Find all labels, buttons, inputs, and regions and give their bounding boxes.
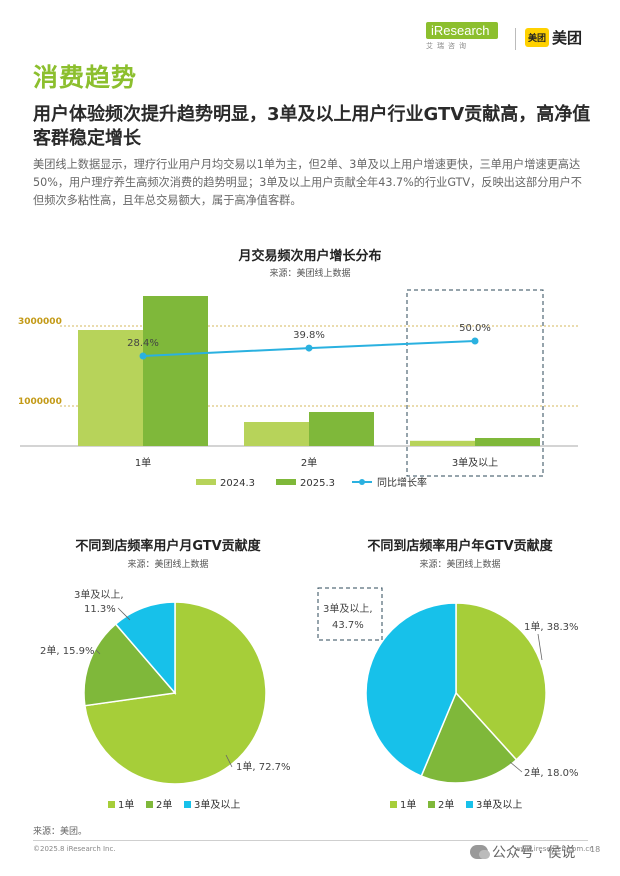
bar-2025.3-0 xyxy=(143,296,208,446)
pie-right-title: 不同到店频率用户年GTV贡献度 xyxy=(367,538,553,554)
wechat-icon xyxy=(470,845,490,859)
pie-label: 11.3% xyxy=(84,604,116,615)
legend-swatch-1 xyxy=(428,801,435,808)
pie-leader-line xyxy=(225,754,233,768)
logo-divider xyxy=(515,28,516,50)
pie-leader-line xyxy=(117,607,131,621)
page-number: 18 xyxy=(590,845,601,854)
growth-rate-label: 28.4% xyxy=(127,338,159,349)
pie-leader-line xyxy=(537,633,543,661)
pie-slice-2 xyxy=(365,602,457,778)
bar-chart-title: 月交易频次用户增长分布 xyxy=(237,248,381,264)
y-tick-label: 3000000 xyxy=(18,317,62,327)
pie-leader-line xyxy=(95,649,101,655)
pie-right-source: 来源：美团线上数据 xyxy=(419,558,500,570)
legend-label-2025: 2025.3 xyxy=(300,478,335,489)
highlight-box xyxy=(317,587,383,641)
bar-2025.3-2 xyxy=(475,438,540,446)
meituan-logo-badge: 美团 xyxy=(525,27,550,47)
pie-label: 2单, 15.9% xyxy=(40,645,95,657)
legend-label-growth: 同比增长率 xyxy=(377,476,427,489)
growth-rate-point xyxy=(471,337,479,345)
pie-slice-1 xyxy=(420,691,518,784)
legend-label-2: 3单及以上 xyxy=(476,799,522,811)
x-tick-label: 2单 xyxy=(301,457,317,469)
bar-2025.3-1 xyxy=(309,412,374,446)
section-title: 消费趋势 xyxy=(33,63,138,92)
legend-label-0: 1单 xyxy=(400,799,416,811)
meituan-logo: 美团 美团 xyxy=(525,25,600,49)
pie-label: 43.7% xyxy=(332,620,364,631)
pie-label: 3单及以上, xyxy=(323,603,373,615)
pie-label: 2单, 18.0% xyxy=(524,767,579,779)
page-headline: 用户体验频次提升趋势明显，3单及以上用户行业GTV贡献高，高净值客群稳定增长 xyxy=(33,104,591,149)
legend-label-2024: 2024.3 xyxy=(220,478,255,489)
pie-slice-1 xyxy=(83,622,177,707)
growth-rate-point xyxy=(139,352,147,360)
legend-label-1: 2单 xyxy=(156,799,172,811)
legend-label-1: 2单 xyxy=(438,799,454,811)
bar-chart-source: 来源：美团线上数据 xyxy=(269,267,350,279)
legend-swatch-2024 xyxy=(196,479,216,485)
legend-swatch-2 xyxy=(466,801,473,808)
annual-gtv-pie-chart: 不同到店频率用户年GTV贡献度 来源：美团线上数据 1单, 38.3% 2单, 1… xyxy=(317,538,579,811)
footer-copyright: ©2025.8 iResearch Inc. xyxy=(33,845,116,853)
iresearch-logo: iResearch 艾瑞咨询 xyxy=(426,22,506,52)
pie-leader-line xyxy=(509,761,523,773)
x-tick-label: 1单 xyxy=(135,457,151,469)
legend-swatch-1 xyxy=(146,801,153,808)
monthly-gtv-pie-chart: 不同到店频率用户月GTV贡献度 来源：美团线上数据 1单, 72.7% 2单, 1… xyxy=(40,538,291,811)
pie-slice-2 xyxy=(114,601,176,696)
legend-label-2: 3单及以上 xyxy=(194,799,240,811)
pie-label: 1单, 72.7% xyxy=(236,761,291,773)
legend-swatch-2 xyxy=(184,801,191,808)
legend-marker-growth xyxy=(359,479,365,485)
pie-label: 1单, 38.3% xyxy=(524,621,579,633)
intro-paragraph: 美团线上数据显示，理疗行业用户月均交易以1单为主，但2单、3单及以上用户增速更快… xyxy=(33,158,582,207)
pie-label: 3单及以上, xyxy=(74,589,124,601)
highlight-box xyxy=(406,289,544,477)
y-tick-label: 1000000 xyxy=(18,397,62,407)
footer-url: www.iresearch.com.cn xyxy=(515,845,594,853)
iresearch-logo-text: iResearch xyxy=(426,22,498,39)
pie-left-title: 不同到店频率用户月GTV贡献度 xyxy=(75,538,261,554)
growth-bar-chart: 月交易频次用户增长分布 来源：美团线上数据 1000000 3000000 28.… xyxy=(18,248,578,489)
meituan-logo-text: 美团 xyxy=(552,28,583,47)
bar-2024.3-0 xyxy=(78,330,143,446)
bar-2024.3-2 xyxy=(410,440,475,446)
watermark-text: 公众号 · 侯说 xyxy=(492,845,576,861)
legend-swatch-0 xyxy=(390,801,397,808)
legend-swatch-2025 xyxy=(276,479,296,485)
growth-rate-label: 50.0% xyxy=(459,323,491,334)
x-tick-label: 3单及以上 xyxy=(452,457,498,469)
pie-left-source: 来源：美团线上数据 xyxy=(127,558,208,570)
footer-divider xyxy=(33,840,588,841)
growth-rate-label: 39.8% xyxy=(293,330,325,341)
watermark: 公众号 · 侯说 xyxy=(470,842,575,862)
footer-source: 来源：美团。 xyxy=(33,827,88,837)
iresearch-logo-subtitle: 艾瑞咨询 xyxy=(426,42,470,50)
growth-rate-point xyxy=(305,344,313,352)
legend-label-0: 1单 xyxy=(118,799,134,811)
legend-swatch-0 xyxy=(108,801,115,808)
pie-slice-0 xyxy=(455,602,547,761)
bar-2024.3-1 xyxy=(244,422,309,446)
